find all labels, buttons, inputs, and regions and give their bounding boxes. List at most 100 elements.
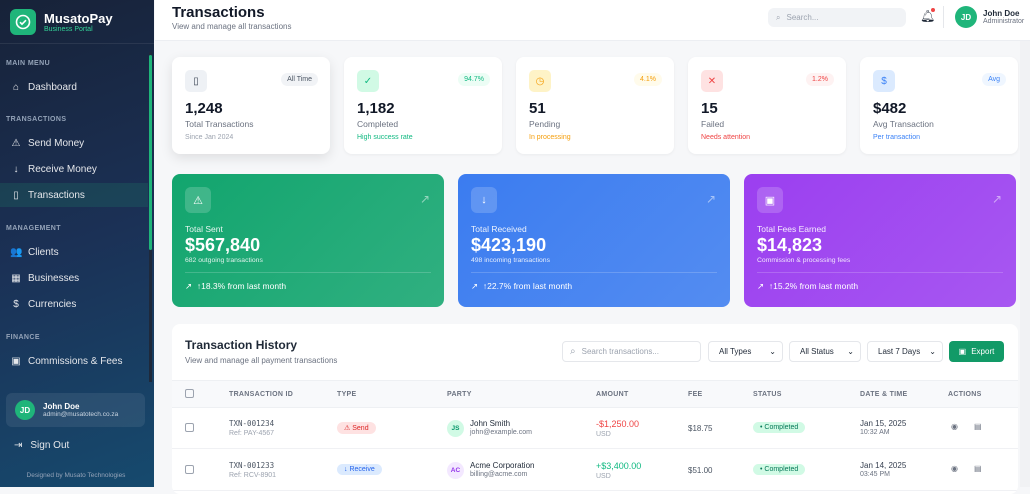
trending-up-icon: ↗ (419, 192, 430, 206)
export-button[interactable]: ▣ Export (949, 341, 1004, 362)
stat-card: ✓ 94.7% 1,182 Completed High success rat… (344, 57, 502, 154)
transaction-search-input[interactable]: ⌕ Search transactions... (562, 341, 701, 362)
sidebar-item-receive-money[interactable]: ↓ Receive Money (0, 157, 148, 181)
receipt-icon[interactable]: ▤ (974, 422, 982, 431)
label: Clients (28, 246, 59, 258)
summary-sub: Commission & processing fees (757, 257, 851, 264)
status-filter-select[interactable]: All Status ⌄ (789, 341, 861, 362)
label: Sign Out (30, 440, 70, 451)
notification-dot (931, 8, 935, 12)
summary-sub: 682 outgoing transactions (185, 257, 263, 264)
clock-icon: ◷ (529, 70, 551, 92)
sidebar-item-dashboard[interactable]: ⌂ Dashboard (0, 75, 148, 99)
brand[interactable]: MusatoPay Business Portal (0, 0, 154, 44)
logo-check-icon (10, 8, 36, 35)
sidebar-item-send-money[interactable]: ⚠ Send Money (0, 131, 148, 155)
party-name: John Smith (470, 419, 511, 428)
col-type[interactable]: TYPE (337, 391, 357, 398)
summary-change: ↗ ↑15.2% from last month (757, 281, 1003, 292)
table-row[interactable]: TXN-001233 Ref: RCV-8901 ↓ Receive AC Acm… (172, 450, 1018, 491)
txn-id: TXN-001233 (229, 461, 275, 470)
col-status[interactable]: STATUS (753, 391, 782, 398)
col-id[interactable]: TRANSACTION ID (229, 391, 294, 398)
time: 03:45 PM (860, 471, 890, 478)
credit: Designed by Musato Technologies (26, 472, 126, 479)
bell-icon[interactable]: 🔔︎ (920, 9, 936, 23)
amount: +$3,400.00 (596, 461, 642, 471)
dollar-circle-icon: $ (13, 298, 19, 310)
stat-card: ✕ 1.2% 15 Failed Needs attention (688, 57, 846, 154)
sidebar-item-commissions[interactable]: ▣ Commissions & Fees (0, 349, 148, 373)
stat-value: 15 (701, 100, 718, 117)
arrow-down-icon: ↓ (344, 466, 348, 473)
row-checkbox[interactable] (185, 465, 194, 474)
stat-value: 51 (529, 100, 546, 117)
type-filter-select[interactable]: All Types ⌄ (708, 341, 783, 362)
col-party[interactable]: PARTY (447, 391, 472, 398)
file-icon: ▣ (958, 347, 967, 356)
row-checkbox[interactable] (185, 423, 194, 432)
fee: $18.75 (688, 424, 713, 433)
x-icon: ✕ (701, 70, 723, 92)
party-avatar: AC (447, 462, 464, 479)
currency: USD (596, 473, 611, 480)
brand-subtitle: Business Portal (44, 25, 93, 33)
sign-out-button[interactable]: ⇥ Sign Out (14, 440, 69, 451)
col-amount[interactable]: AMOUNT (596, 391, 629, 398)
user-name: John Doe (983, 9, 1020, 18)
label: Receive Money (28, 163, 97, 175)
sidebar-item-transactions[interactable]: ▯ Transactions (0, 183, 148, 207)
stat-card: $ Avg $482 Avg Transaction Per transacti… (860, 57, 1018, 154)
label: Currencies (28, 298, 77, 310)
page-scrollbar[interactable] (1020, 41, 1030, 487)
summary-card: ↓ ↗ Total Received $423,190 498 incoming … (458, 174, 730, 307)
arrow-down-icon: ↓ (13, 163, 19, 175)
status: Completed (764, 424, 799, 431)
label: Dashboard (28, 81, 77, 93)
stat-label: Total Transactions (185, 119, 254, 129)
user-role: Administrator (983, 18, 1025, 25)
view-icon[interactable]: ◉ (951, 464, 958, 473)
sidebar-scroll-thumb[interactable] (149, 55, 152, 250)
party-cell: John Smith john@example.com (470, 419, 532, 436)
stat-badge: 1.2% (806, 73, 834, 86)
history-title: Transaction History (185, 338, 298, 352)
placeholder: Search... (786, 13, 819, 22)
amount: -$1,250.00 (596, 419, 640, 429)
stat-label: Failed (701, 119, 725, 129)
sidebar-item-clients[interactable]: 👥 Clients (0, 240, 148, 264)
summary-value: $567,840 (185, 235, 261, 255)
clipboard-icon: ▯ (13, 189, 19, 201)
chevron-down-icon: ⌄ (769, 347, 776, 356)
change-text: ↑18.3% from last month (196, 281, 287, 291)
trending-up-icon: ↗ (991, 192, 1002, 206)
col-date[interactable]: DATE & TIME (860, 391, 908, 398)
stat-label: Avg Transaction (873, 119, 934, 129)
stat-note: High success rate (357, 134, 413, 141)
table-row[interactable]: TXN-001234 Ref: PAY-4567 ⚠ Send JS John S… (172, 408, 1018, 449)
global-search-input[interactable]: ⌕ Search... (768, 8, 906, 27)
col-fee[interactable]: FEE (688, 391, 703, 398)
header-user[interactable]: JD John Doe Administrator (955, 6, 1024, 28)
party-name: Acme Corporation (470, 461, 535, 470)
stat-badge: Avg (982, 73, 1006, 86)
header: Transactions View and manage all transac… (155, 0, 1030, 41)
section-transactions: TRANSACTIONS (6, 116, 67, 123)
sign-out-icon: ⇥ (14, 440, 23, 451)
user-email: admin@musatotech.co.za (43, 411, 119, 418)
summary-card: ▣ ↗ Total Fees Earned $14,823 Commission … (744, 174, 1016, 307)
view-icon[interactable]: ◉ (951, 422, 958, 431)
select-all-checkbox[interactable] (185, 389, 194, 398)
stat-badge: All Time (281, 73, 318, 86)
receipt-icon[interactable]: ▤ (974, 464, 982, 473)
date-range-select[interactable]: Last 7 Days ⌄ (867, 341, 943, 362)
sidebar-item-businesses[interactable]: ▦ Businesses (0, 266, 148, 290)
stat-note: Needs attention (701, 134, 751, 141)
sidebar-item-currencies[interactable]: $ Currencies (0, 292, 148, 316)
type-badge: ↓ Receive (337, 464, 382, 475)
status-badge: • Completed (753, 422, 806, 433)
sidebar-user-card[interactable]: JD John Doe admin@musatotech.co.za (6, 393, 145, 427)
label: Send Money (28, 137, 85, 149)
page-subtitle: View and manage all transactions (172, 22, 292, 31)
txn-id: TXN-001234 (229, 419, 275, 428)
